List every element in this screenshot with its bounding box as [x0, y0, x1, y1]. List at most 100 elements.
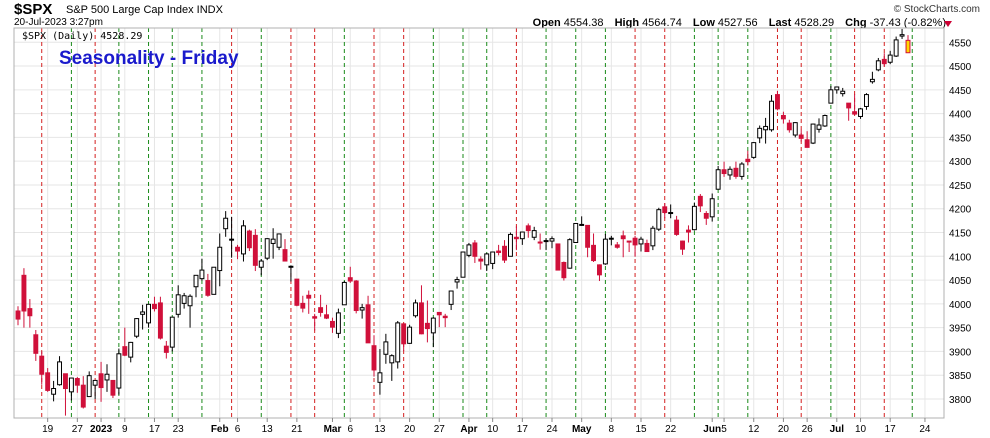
open-label: Open [532, 17, 561, 29]
y-tick-label: 3950 [949, 324, 972, 335]
candle-body [324, 314, 329, 319]
candle [513, 226, 519, 251]
candle-body [270, 238, 276, 244]
candle [335, 308, 341, 339]
candle [442, 313, 448, 328]
candle-body [502, 245, 507, 261]
candle-body [804, 139, 810, 148]
candle-body [318, 307, 324, 313]
candle [98, 361, 104, 402]
chg-label: Chg [845, 17, 867, 29]
x-tick-label: 19 [42, 424, 54, 435]
x-tick-label: 2023 [90, 424, 113, 435]
candle [110, 379, 116, 399]
candle [875, 57, 881, 72]
candle-body [869, 78, 875, 83]
x-tick-label: 17 [517, 424, 529, 435]
candle-body [211, 266, 217, 295]
candle [448, 290, 454, 311]
candle [460, 251, 466, 278]
candle [555, 243, 561, 271]
candle-body [92, 379, 98, 386]
candle [21, 268, 27, 328]
candle [140, 304, 146, 330]
candle [395, 320, 401, 369]
candle-body [763, 125, 769, 131]
candle-body [858, 108, 863, 117]
candle-body [169, 316, 175, 348]
candle [638, 236, 644, 252]
candle [282, 239, 288, 262]
low-value: 4527.56 [717, 17, 758, 29]
candles-layer [15, 28, 911, 416]
candle-body [519, 231, 525, 240]
candle-body [51, 388, 57, 395]
x-tick-label: 27 [434, 424, 446, 435]
candle [300, 295, 306, 313]
candle-body [608, 237, 614, 240]
x-tick-label: Apr [460, 424, 477, 435]
candle-body [573, 222, 579, 244]
candle-body [579, 223, 585, 226]
candle [508, 232, 513, 257]
candle [383, 333, 389, 364]
candle [703, 211, 709, 225]
candle-body [347, 277, 353, 282]
candle-body [68, 377, 74, 393]
candle-body [152, 303, 157, 310]
quote-bar: Open 4554.38 High 4564.74 Low 4527.56 Last 4… [533, 17, 946, 29]
candle-body [15, 310, 21, 320]
candle [39, 351, 45, 385]
candle [63, 373, 68, 416]
candle [92, 379, 98, 399]
plot-frame [13, 27, 945, 419]
candle-body [63, 373, 68, 390]
x-tick-label: 5 [721, 424, 727, 435]
candle-body [74, 378, 80, 386]
candle-body [828, 89, 834, 104]
x-tick-label: May [572, 424, 592, 435]
candle-body [786, 122, 792, 131]
candle [276, 233, 282, 251]
x-tick-label: 10 [855, 424, 867, 435]
candle [371, 335, 377, 377]
candle [780, 111, 786, 124]
candle-body [205, 280, 211, 296]
low-label: Low [692, 17, 715, 29]
x-tick-label: 17 [149, 424, 161, 435]
candle-body [377, 372, 383, 383]
y-tick-label: 4350 [949, 133, 972, 144]
candle-body [241, 225, 246, 255]
candle [246, 229, 252, 252]
candle [205, 273, 211, 297]
candle [169, 316, 175, 352]
candle-body [721, 169, 727, 175]
candle [175, 285, 181, 318]
y-tick-label: 3850 [949, 371, 972, 382]
candle [674, 215, 680, 236]
candle-body [223, 217, 229, 230]
chart-title: Seasonality - Friday [59, 48, 239, 69]
candle-body [733, 167, 739, 177]
candle [318, 294, 324, 317]
x-tick-label: 17 [885, 424, 897, 435]
candle-body [626, 240, 632, 243]
y-tick-label: 4450 [949, 86, 972, 97]
candle-body [335, 312, 341, 334]
candle-body [650, 227, 656, 247]
candle [585, 224, 591, 258]
candle [502, 240, 507, 263]
candle [211, 266, 217, 295]
friday-lines-layer [41, 28, 913, 418]
candle [810, 123, 816, 145]
candle-body [193, 274, 199, 288]
candle-body [816, 124, 822, 130]
candle-body [229, 238, 235, 241]
candle-body [300, 302, 306, 309]
candle [478, 256, 484, 270]
candle-body [365, 304, 371, 344]
y-tick-label: 4100 [949, 252, 972, 263]
candle [668, 204, 674, 219]
candle-body [632, 237, 638, 246]
